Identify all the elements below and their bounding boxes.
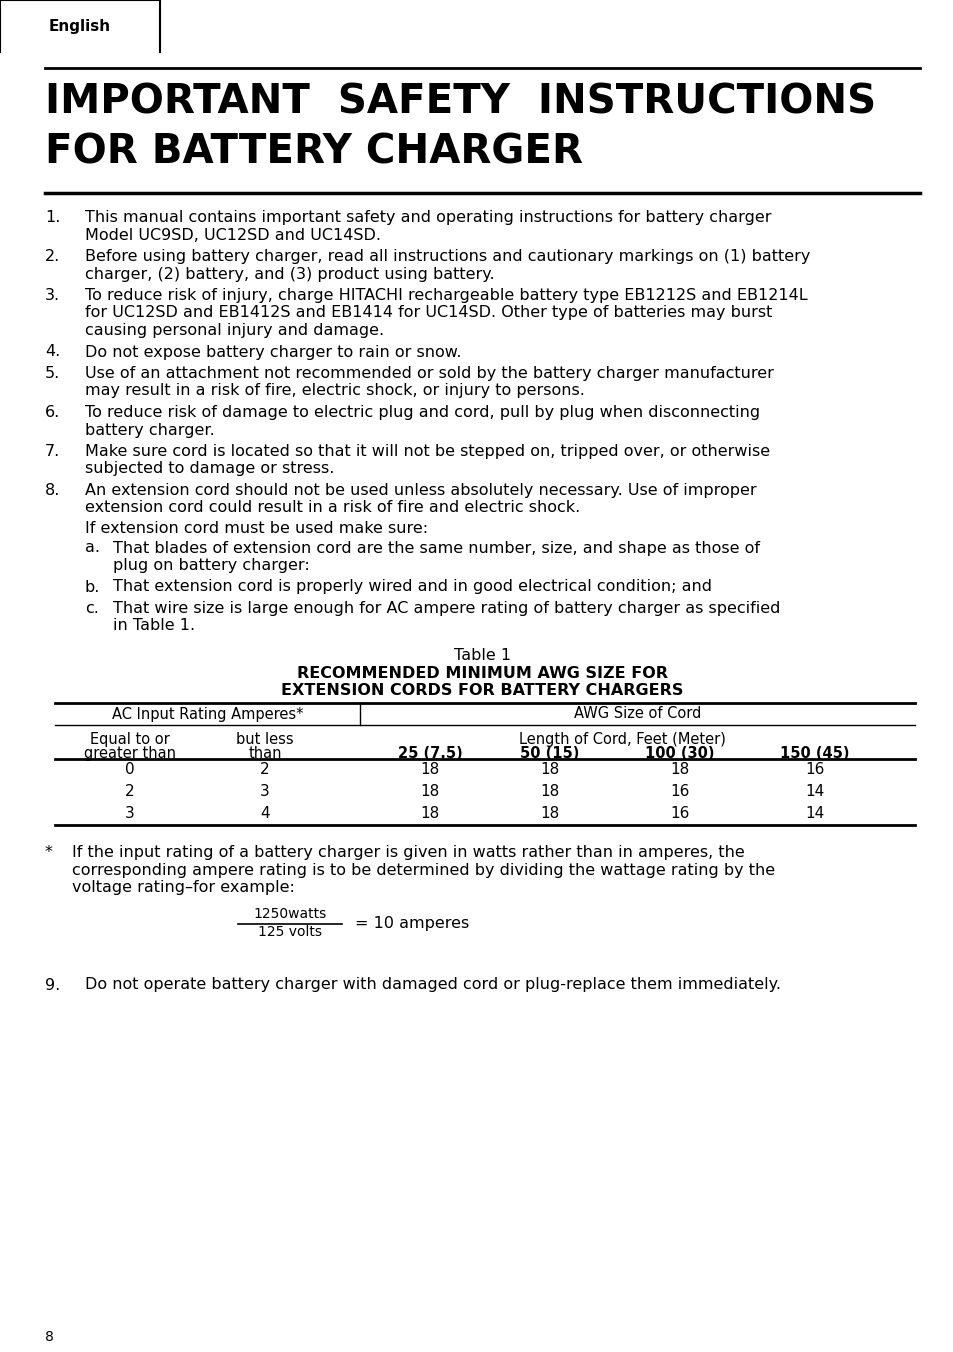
Text: 25 (7.5): 25 (7.5): [397, 746, 462, 761]
Text: charger, (2) battery, and (3) product using battery.: charger, (2) battery, and (3) product us…: [85, 266, 494, 281]
Text: Length of Cord, Feet (Meter): Length of Cord, Feet (Meter): [518, 731, 725, 748]
Text: If the input rating of a battery charger is given in watts rather than in ampere: If the input rating of a battery charger…: [71, 845, 744, 860]
Text: Do not operate battery charger with damaged cord or plug-replace them immediatel: Do not operate battery charger with dama…: [85, 977, 781, 992]
Text: 18: 18: [420, 784, 439, 799]
Text: subjected to damage or stress.: subjected to damage or stress.: [85, 461, 334, 476]
Text: An extension cord should not be used unless absolutely necessary. Use of imprope: An extension cord should not be used unl…: [85, 483, 756, 498]
Text: 18: 18: [539, 763, 559, 777]
Text: That wire size is large enough for AC ampere rating of battery charger as specif: That wire size is large enough for AC am…: [112, 602, 780, 617]
Text: 1.: 1.: [45, 210, 60, 224]
Text: 1250watts: 1250watts: [253, 907, 326, 922]
Text: 6.: 6.: [45, 406, 60, 420]
Text: 8.: 8.: [45, 483, 60, 498]
Text: 14: 14: [804, 807, 823, 822]
Text: 2: 2: [260, 763, 270, 777]
Text: Before using battery charger, read all instructions and cautionary markings on (: Before using battery charger, read all i…: [85, 249, 809, 264]
Text: Table 1: Table 1: [454, 648, 511, 662]
Text: corresponding ampere rating is to be determined by dividing the wattage rating b: corresponding ampere rating is to be det…: [71, 863, 774, 877]
Text: To reduce risk of injury, charge HITACHI rechargeable battery type EB1212S and E: To reduce risk of injury, charge HITACHI…: [85, 288, 807, 303]
Text: 125 volts: 125 volts: [257, 926, 322, 940]
Text: Make sure cord is located so that it will not be stepped on, tripped over, or ot: Make sure cord is located so that it wil…: [85, 443, 769, 458]
Text: 4.: 4.: [45, 345, 60, 360]
Text: extension cord could result in a risk of fire and electric shock.: extension cord could result in a risk of…: [85, 500, 579, 515]
Text: voltage rating–for example:: voltage rating–for example:: [71, 880, 294, 895]
Text: than: than: [248, 746, 281, 761]
Text: 18: 18: [420, 807, 439, 822]
Text: English: English: [49, 19, 111, 34]
Text: 5.: 5.: [45, 366, 60, 381]
Text: Model UC9SD, UC12SD and UC14SD.: Model UC9SD, UC12SD and UC14SD.: [85, 227, 380, 242]
Text: 150 (45): 150 (45): [780, 746, 849, 761]
Text: a.: a.: [85, 541, 100, 556]
Text: 18: 18: [539, 807, 559, 822]
Text: 2: 2: [125, 784, 134, 799]
Text: 9.: 9.: [45, 977, 60, 992]
Text: b.: b.: [85, 580, 100, 595]
Text: for UC12SD and EB1412S and EB1414 for UC14SD. Other type of batteries may burst: for UC12SD and EB1412S and EB1414 for UC…: [85, 306, 772, 320]
Text: 4: 4: [260, 807, 270, 822]
Text: 16: 16: [670, 784, 689, 799]
Text: 16: 16: [670, 807, 689, 822]
Text: plug on battery charger:: plug on battery charger:: [112, 558, 310, 573]
Text: 8: 8: [45, 1330, 53, 1344]
Text: 100 (30): 100 (30): [644, 746, 714, 761]
Text: 3.: 3.: [45, 288, 60, 303]
Text: in Table 1.: in Table 1.: [112, 618, 195, 634]
Text: 0: 0: [125, 763, 134, 777]
Text: 50 (15): 50 (15): [519, 746, 579, 761]
Text: 18: 18: [420, 763, 439, 777]
Text: may result in a risk of fire, electric shock, or injury to persons.: may result in a risk of fire, electric s…: [85, 384, 584, 399]
Text: but less: but less: [236, 731, 294, 748]
Text: 16: 16: [804, 763, 823, 777]
Text: causing personal injury and damage.: causing personal injury and damage.: [85, 323, 384, 338]
Text: *: *: [45, 845, 52, 860]
Text: 14: 14: [804, 784, 823, 799]
Text: 18: 18: [539, 784, 559, 799]
Text: IMPORTANT  SAFETY  INSTRUCTIONS: IMPORTANT SAFETY INSTRUCTIONS: [45, 82, 875, 122]
Text: EXTENSION CORDS FOR BATTERY CHARGERS: EXTENSION CORDS FOR BATTERY CHARGERS: [281, 683, 683, 698]
Text: Do not expose battery charger to rain or snow.: Do not expose battery charger to rain or…: [85, 345, 461, 360]
Text: AC Input Rating Amperes*: AC Input Rating Amperes*: [112, 707, 303, 722]
Text: This manual contains important safety and operating instructions for battery cha: This manual contains important safety an…: [85, 210, 771, 224]
Text: If extension cord must be used make sure:: If extension cord must be used make sure…: [85, 521, 428, 535]
Text: 18: 18: [670, 763, 689, 777]
Text: FOR BATTERY CHARGER: FOR BATTERY CHARGER: [45, 132, 582, 172]
Text: greater than: greater than: [84, 746, 175, 761]
Text: Use of an attachment not recommended or sold by the battery charger manufacturer: Use of an attachment not recommended or …: [85, 366, 773, 381]
Text: To reduce risk of damage to electric plug and cord, pull by plug when disconnect: To reduce risk of damage to electric plu…: [85, 406, 760, 420]
Text: Equal to or: Equal to or: [90, 731, 170, 748]
Text: RECOMMENDED MINIMUM AWG SIZE FOR: RECOMMENDED MINIMUM AWG SIZE FOR: [296, 667, 667, 681]
Text: That extension cord is properly wired and in good electrical condition; and: That extension cord is properly wired an…: [112, 580, 711, 595]
Text: 7.: 7.: [45, 443, 60, 458]
Text: 3: 3: [125, 807, 134, 822]
Text: 3: 3: [260, 784, 270, 799]
Text: 2.: 2.: [45, 249, 60, 264]
Text: AWG Size of Cord: AWG Size of Cord: [573, 707, 700, 722]
Text: That blades of extension cord are the same number, size, and shape as those of: That blades of extension cord are the sa…: [112, 541, 760, 556]
Text: c.: c.: [85, 602, 99, 617]
Text: battery charger.: battery charger.: [85, 422, 214, 438]
Text: = 10 amperes: = 10 amperes: [355, 917, 469, 932]
